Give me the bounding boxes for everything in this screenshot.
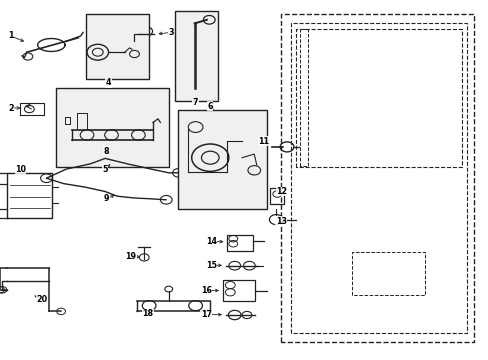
Text: 6: 6 [207, 102, 213, 111]
Text: 2: 2 [8, 104, 14, 112]
Text: 20: 20 [36, 295, 47, 304]
Text: 12: 12 [276, 187, 286, 196]
Text: 10: 10 [15, 165, 26, 174]
Text: 14: 14 [205, 237, 216, 246]
Bar [223, 280, 254, 301]
Text: 5: 5 [102, 165, 108, 174]
Text: 1: 1 [8, 31, 14, 40]
Text: 3: 3 [168, 28, 174, 37]
Text: 19: 19 [125, 252, 136, 261]
Bar [270, 188, 284, 204]
Text: 13: 13 [275, 217, 286, 226]
Text: 7: 7 [192, 98, 198, 107]
Bar [227, 235, 252, 251]
Text: 11: 11 [258, 136, 269, 145]
Text: 18: 18 [142, 309, 153, 318]
Bar [104, 152, 125, 162]
Bar [175, 11, 217, 101]
Text: 9: 9 [103, 194, 109, 203]
Bar [178, 110, 266, 209]
Text: 4: 4 [105, 78, 111, 87]
Text: 15: 15 [205, 261, 216, 270]
Bar [85, 14, 149, 79]
Bar [56, 88, 168, 167]
Text: 17: 17 [201, 310, 211, 319]
Circle shape [112, 154, 118, 159]
Text: 8: 8 [103, 147, 109, 156]
Text: 16: 16 [201, 286, 211, 295]
